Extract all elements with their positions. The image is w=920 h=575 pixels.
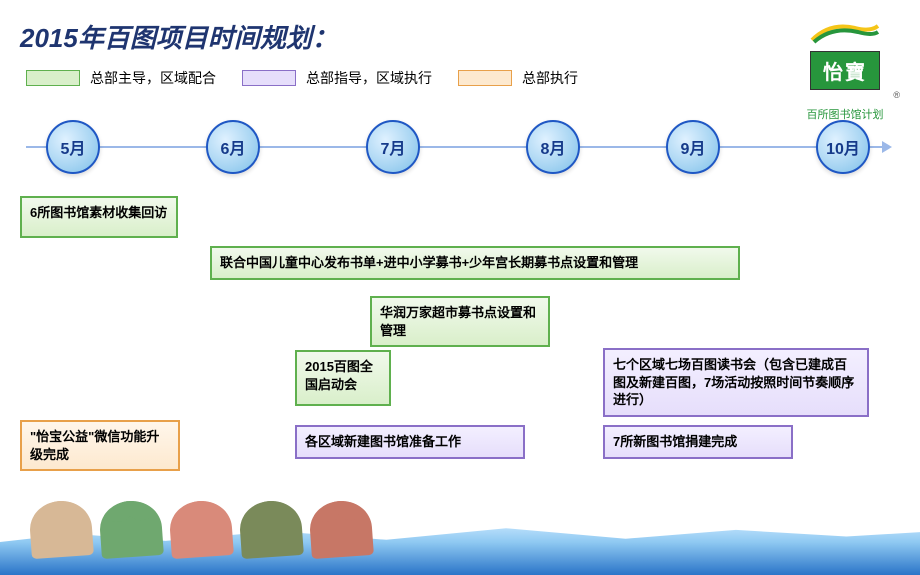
legend-swatch — [458, 70, 512, 86]
heart-photo-icon — [168, 499, 234, 559]
timeline: 5月 6月 7月 8月 9月 10月 — [26, 120, 886, 180]
task-box: 7所新图书馆捐建完成 — [603, 425, 793, 459]
task-box: "怡宝公益"微信功能升级完成 — [20, 420, 180, 471]
legend-swatch — [242, 70, 296, 86]
legend-label: 总部主导，区域配合 — [90, 68, 216, 88]
timeline-axis — [26, 146, 886, 148]
heart-photo-icon — [308, 499, 374, 559]
heart-photo-icon — [98, 499, 164, 559]
legend-item-green: 总部主导，区域配合 — [26, 68, 216, 88]
task-box: 6所图书馆素材收集回访 — [20, 196, 178, 238]
timeline-node: 10月 — [816, 120, 870, 174]
legend-item-purple: 总部指导，区域执行 — [242, 68, 432, 88]
heart-photo-icon — [28, 499, 94, 559]
arrow-right-icon — [882, 141, 892, 153]
task-box: 联合中国儿童中心发布书单+进中小学募书+少年宫长期募书点设置和管理 — [210, 246, 740, 280]
legend: 总部主导，区域配合 总部指导，区域执行 总部执行 — [26, 68, 578, 88]
timeline-node: 8月 — [526, 120, 580, 174]
legend-item-orange: 总部执行 — [458, 68, 578, 88]
logo-swoosh-icon — [810, 20, 880, 44]
timeline-node: 5月 — [46, 120, 100, 174]
timeline-node: 6月 — [206, 120, 260, 174]
task-box: 七个区域七场百图读书会（包含已建成百图及新建百图，7场活动按照时间节奏顺序进行） — [603, 348, 869, 417]
task-box: 2015百图全国启动会 — [295, 350, 391, 406]
timeline-node: 9月 — [666, 120, 720, 174]
legend-label: 总部执行 — [522, 68, 578, 88]
logo-text: 怡寶 — [810, 51, 880, 90]
footer-decoration — [0, 495, 920, 575]
heart-photo-icon — [238, 499, 304, 559]
page-title: 2015年百图项目时间规划： — [20, 18, 338, 55]
timeline-node: 7月 — [366, 120, 420, 174]
legend-swatch — [26, 70, 80, 86]
task-box: 华润万家超市募书点设置和管理 — [370, 296, 550, 347]
brand-logo: 怡寶 ® 百所图书馆计划 — [790, 20, 900, 122]
task-box: 各区域新建图书馆准备工作 — [295, 425, 525, 459]
legend-label: 总部指导，区域执行 — [306, 68, 432, 88]
